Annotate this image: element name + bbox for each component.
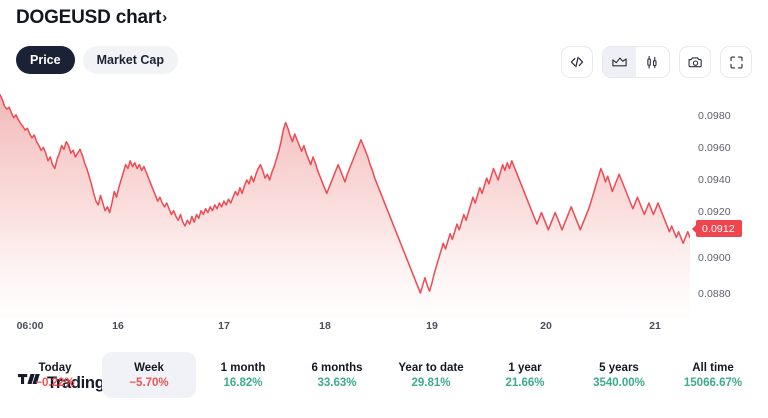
- stat-label: Year to date: [398, 361, 464, 374]
- stat-value: 3540.00%: [593, 376, 645, 389]
- price-area-fill: [0, 94, 690, 318]
- stat-label: 1 month: [220, 361, 266, 374]
- stat-value: 21.66%: [505, 376, 545, 389]
- mode-pill-group: Price Market Cap: [16, 46, 178, 74]
- time-axis-tick: 20: [540, 320, 552, 332]
- stat-today[interactable]: Today −0.22%: [8, 352, 102, 398]
- stat-week[interactable]: Week −5.70%: [102, 352, 196, 398]
- price-chart-canvas[interactable]: [0, 88, 690, 318]
- time-axis[interactable]: 06:00 16 17 18 19 20 21: [0, 320, 690, 340]
- page-header: DOGEUSD chart ›: [16, 6, 167, 30]
- price-axis-tick: 0.0880: [698, 288, 731, 300]
- chart-type-toggle-group: [602, 46, 670, 78]
- stat-year-to-date[interactable]: Year to date 29.81%: [384, 352, 478, 398]
- fullscreen-icon: [728, 54, 745, 71]
- camera-snapshot-icon: [687, 54, 704, 71]
- camera-snapshot-button[interactable]: [679, 46, 711, 78]
- tradingview-logo-icon: [18, 374, 40, 393]
- stat-1-year[interactable]: 1 year 21.66%: [478, 352, 572, 398]
- stat-value: 33.63%: [317, 376, 357, 389]
- price-chart[interactable]: 0.0980 0.0960 0.0940 0.0920 0.0900 0.0880 0.09…: [0, 88, 768, 392]
- time-axis-tick: 17: [218, 320, 230, 332]
- price-line: [0, 93, 690, 294]
- stat-value: 29.81%: [411, 376, 451, 389]
- price-axis[interactable]: 0.0980 0.0960 0.0940 0.0920 0.0900 0.0880 0.09…: [690, 88, 768, 318]
- area-chart-button[interactable]: [603, 47, 636, 77]
- stat-label: 1 year: [508, 361, 542, 374]
- price-axis-tick: 0.0960: [698, 142, 731, 154]
- price-axis-tick: 0.0920: [698, 206, 731, 218]
- stat-all-time[interactable]: All time 15066.67%: [666, 352, 760, 398]
- price-axis-tick: 0.0900: [698, 252, 731, 264]
- stat-1-month[interactable]: 1 month 16.82%: [196, 352, 290, 398]
- fullscreen-button[interactable]: [720, 46, 752, 78]
- price-axis-tick: 0.0980: [698, 110, 731, 122]
- time-axis-tick: 21: [649, 320, 661, 332]
- candlestick-chart-button[interactable]: [636, 47, 669, 77]
- stat-5-years[interactable]: 5 years 3540.00%: [572, 352, 666, 398]
- stat-6-months[interactable]: 6 months 33.63%: [290, 352, 384, 398]
- stat-label: Today: [38, 361, 72, 374]
- stat-value: 16.82%: [223, 376, 263, 389]
- current-price-badge: 0.0912: [692, 220, 742, 237]
- page-title: DOGEUSD chart: [16, 7, 162, 28]
- performance-stats-row: Today −0.22% Week −5.70% 1 month 16.82% 6 mont…: [0, 352, 768, 408]
- time-axis-tick: 06:00: [16, 320, 44, 332]
- stat-value: −0.22%: [35, 376, 75, 389]
- stat-label: Week: [134, 361, 164, 374]
- time-axis-tick: 19: [426, 320, 438, 332]
- candlestick-chart-icon: [644, 54, 661, 71]
- embed-code-button[interactable]: [561, 46, 593, 78]
- time-axis-tick: 18: [319, 320, 331, 332]
- chevron-right-icon[interactable]: ›: [162, 9, 168, 26]
- time-axis-tick: 16: [112, 320, 124, 332]
- area-chart-icon: [611, 54, 628, 71]
- stat-label: All time: [692, 361, 734, 374]
- stat-label: 6 months: [311, 361, 363, 374]
- stat-label: 5 years: [599, 361, 639, 374]
- chart-tools-group: [561, 46, 752, 78]
- price-axis-tick: 0.0940: [698, 174, 731, 186]
- chart-toolbar: Price Market Cap: [0, 46, 768, 84]
- pill-market-cap[interactable]: Market Cap: [82, 46, 178, 74]
- embed-code-icon: [569, 54, 585, 70]
- pill-price[interactable]: Price: [16, 46, 75, 74]
- stat-value: 15066.67%: [683, 376, 743, 389]
- stat-value: −5.70%: [129, 376, 169, 389]
